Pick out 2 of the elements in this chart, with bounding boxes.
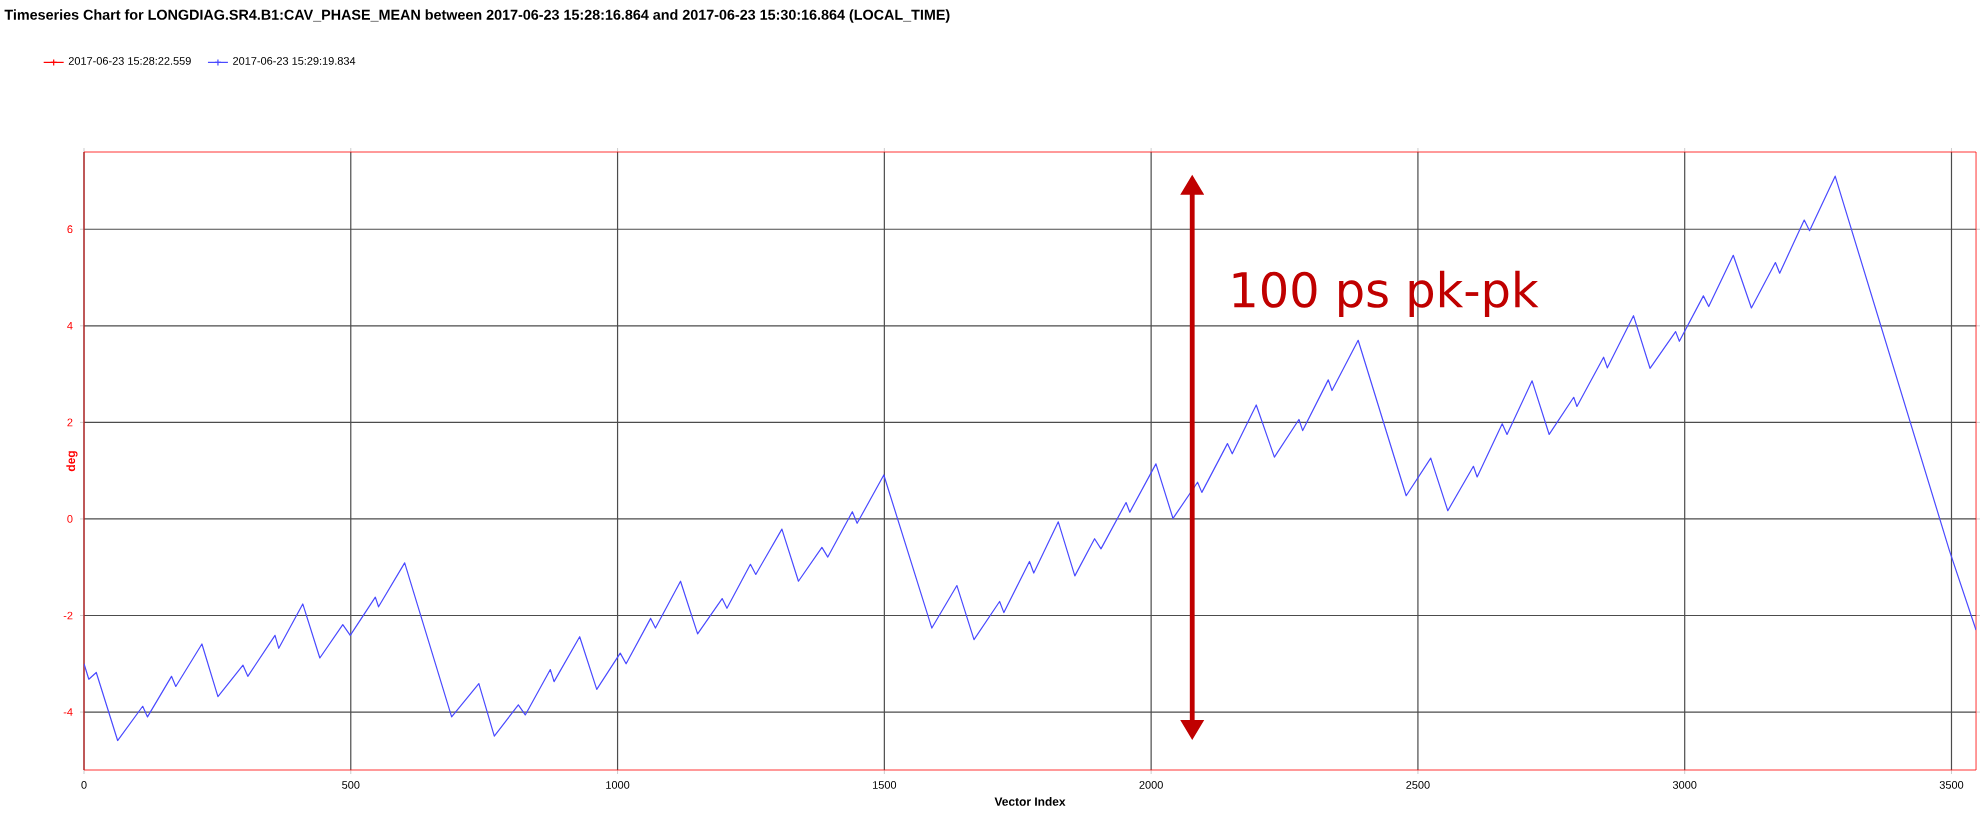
- annotation: 100 ps pk-pk: [1233, 270, 1539, 318]
- line-series: [84, 175, 1977, 742]
